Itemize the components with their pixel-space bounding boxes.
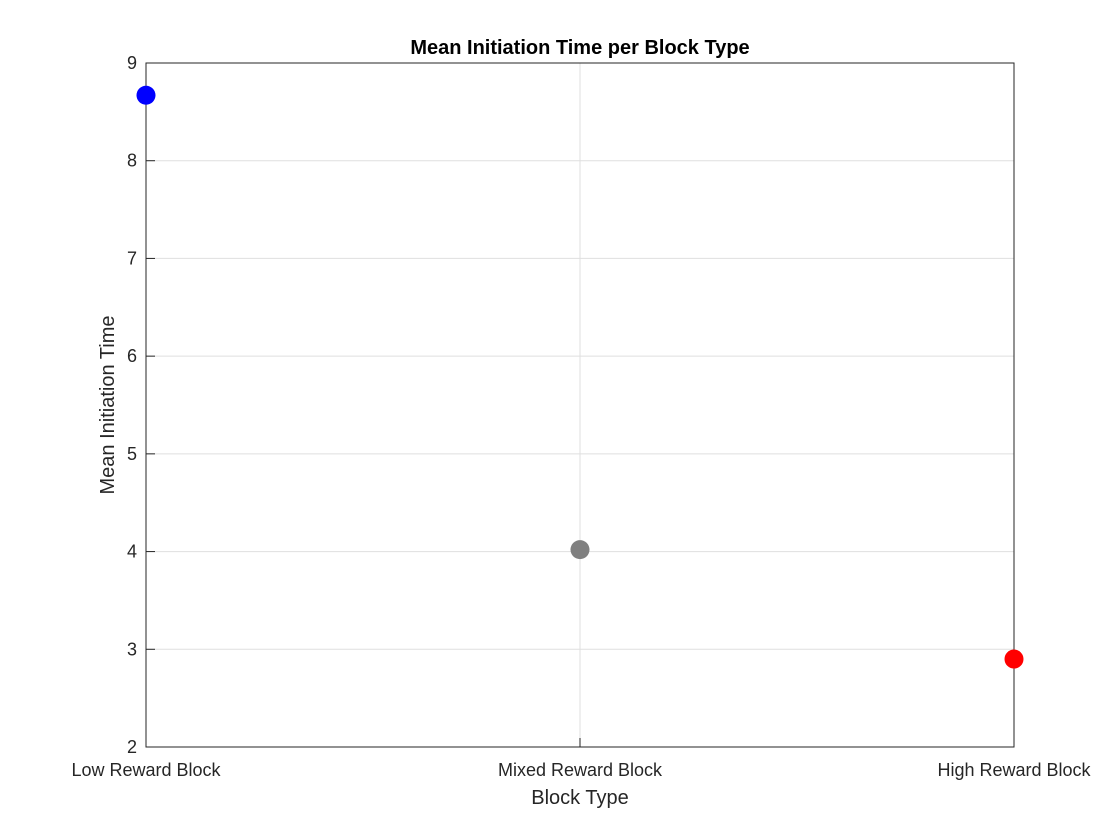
x-tick-label: Low Reward Block	[71, 760, 221, 780]
y-tick-label: 7	[127, 248, 137, 268]
y-axis-label: Mean Initiation Time	[97, 316, 119, 495]
y-tick-label: 3	[127, 639, 137, 659]
x-axis-label: Block Type	[531, 787, 628, 809]
ticks: 2 3 4 5 6 7 8 9 Low Reward Block Mixed Reward Blo…	[71, 53, 1091, 780]
y-tick-label: 8	[127, 151, 137, 171]
grid	[146, 63, 1014, 747]
x-tick-label: Mixed Reward Block	[498, 760, 663, 780]
y-tick-label: 2	[127, 737, 137, 757]
y-tick-label: 4	[127, 542, 137, 562]
data-point	[1004, 649, 1024, 669]
data-point	[570, 540, 590, 560]
y-tick-label: 9	[127, 53, 137, 73]
y-tick-label: 5	[127, 444, 137, 464]
y-tick-label: 6	[127, 346, 137, 366]
data-points	[136, 85, 1024, 669]
x-tick-label: High Reward Block	[937, 760, 1091, 780]
chart-title: Mean Initiation Time per Block Type	[410, 37, 749, 59]
data-point	[136, 85, 156, 105]
